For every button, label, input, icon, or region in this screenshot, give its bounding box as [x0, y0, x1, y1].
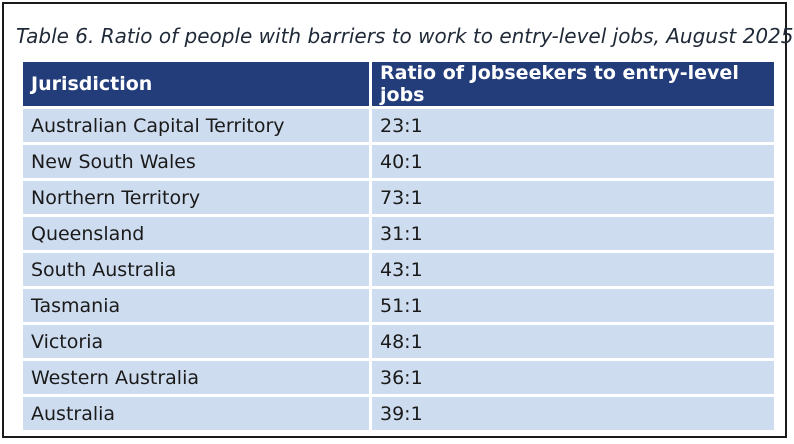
- cell-ratio: 43:1: [369, 253, 774, 286]
- cell-jurisdiction: Western Australia: [23, 361, 369, 394]
- cell-jurisdiction: Northern Territory: [23, 181, 369, 214]
- table-header: Jurisdiction Ratio of Jobseekers to entr…: [23, 62, 774, 106]
- cell-ratio: 31:1: [369, 217, 774, 250]
- cell-ratio: 48:1: [369, 325, 774, 358]
- table-caption: Table 6. Ratio of people with barriers t…: [16, 24, 794, 48]
- table-row: Tasmania 51:1: [23, 289, 774, 322]
- cell-jurisdiction: Queensland: [23, 217, 369, 250]
- header-jurisdiction: Jurisdiction: [23, 62, 369, 106]
- table-row: Australia 39:1: [23, 397, 774, 430]
- header-row: Jurisdiction Ratio of Jobseekers to entr…: [23, 62, 774, 106]
- table-row: Western Australia 36:1: [23, 361, 774, 394]
- cell-jurisdiction: Australia: [23, 397, 369, 430]
- cell-ratio: 23:1: [369, 109, 774, 142]
- table-row: Queensland 31:1: [23, 217, 774, 250]
- ratio-table: Jurisdiction Ratio of Jobseekers to entr…: [23, 59, 774, 433]
- cell-jurisdiction: Tasmania: [23, 289, 369, 322]
- table-row: New South Wales 40:1: [23, 145, 774, 178]
- cell-ratio: 39:1: [369, 397, 774, 430]
- cell-jurisdiction: Victoria: [23, 325, 369, 358]
- cell-ratio: 40:1: [369, 145, 774, 178]
- table-row: Australian Capital Territory 23:1: [23, 109, 774, 142]
- cell-jurisdiction: New South Wales: [23, 145, 369, 178]
- cell-jurisdiction: South Australia: [23, 253, 369, 286]
- cell-jurisdiction: Australian Capital Territory: [23, 109, 369, 142]
- table-row: Northern Territory 73:1: [23, 181, 774, 214]
- table-frame: Table 6. Ratio of people with barriers t…: [2, 2, 794, 438]
- table-body: Australian Capital Territory 23:1 New So…: [23, 109, 774, 430]
- table-row: South Australia 43:1: [23, 253, 774, 286]
- cell-ratio: 36:1: [369, 361, 774, 394]
- table-row: Victoria 48:1: [23, 325, 774, 358]
- cell-ratio: 73:1: [369, 181, 774, 214]
- header-ratio: Ratio of Jobseekers to entry-level jobs: [369, 62, 774, 106]
- cell-ratio: 51:1: [369, 289, 774, 322]
